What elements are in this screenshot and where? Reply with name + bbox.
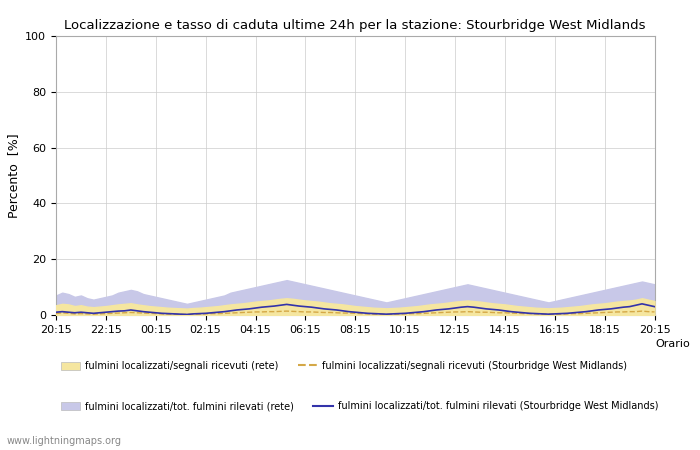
Text: www.lightningmaps.org: www.lightningmaps.org (7, 436, 122, 446)
Y-axis label: Percento  [%]: Percento [%] (7, 133, 20, 218)
Text: Orario: Orario (656, 339, 690, 349)
Legend: fulmini localizzati/tot. fulmini rilevati (rete), fulmini localizzati/tot. fulmi: fulmini localizzati/tot. fulmini rilevat… (61, 401, 658, 411)
Legend: fulmini localizzati/segnali ricevuti (rete), fulmini localizzati/segnali ricevut: fulmini localizzati/segnali ricevuti (re… (61, 361, 627, 371)
Title: Localizzazione e tasso di caduta ultime 24h per la stazione: Stourbridge West Mi: Localizzazione e tasso di caduta ultime … (64, 19, 646, 32)
